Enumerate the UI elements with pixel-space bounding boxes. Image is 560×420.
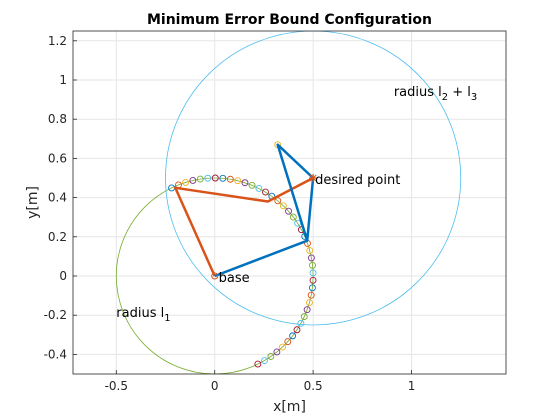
arc-marker (306, 247, 314, 255)
arc-marker (289, 332, 297, 340)
arc-marker (293, 326, 301, 334)
ticks: -0.5 0 0.5 1 -0.4 -0.2 0 0.2 0.4 0.6 0.8 1 1.2 (44, 34, 416, 393)
x-axis-label: x[m] (273, 399, 306, 415)
arc-marker (297, 319, 305, 327)
arc-marker (300, 313, 308, 321)
arc-marker (226, 175, 234, 183)
annotation-desired-point: desired point (315, 173, 400, 188)
annotation-subscript-2: 2 (442, 92, 448, 103)
grid (73, 31, 506, 374)
arc-marker (255, 184, 263, 192)
arc-marker (204, 174, 212, 182)
plot-background (73, 31, 506, 374)
arc-marker (273, 348, 281, 356)
arc-marker (261, 357, 268, 364)
chart-title: Minimum Error Bound Configuration (147, 12, 432, 28)
x-tick-label: 1 (408, 379, 416, 393)
arc-marker (189, 176, 197, 184)
annotation-radius-l2-l3-text: radius l (394, 85, 442, 100)
arc-marker (303, 306, 311, 314)
y-tick-label: 0.6 (48, 151, 67, 165)
axes-box (72, 30, 507, 375)
desired-point-marker (309, 174, 318, 182)
y-tick-label: -0.4 (44, 347, 67, 361)
annotation-subscript-3: 3 (471, 92, 477, 103)
plot-content (115, 31, 462, 374)
annotation-radius-l1: radius l1 (116, 306, 170, 324)
arc-marker (254, 360, 262, 368)
arc-marker (307, 291, 315, 299)
star-stroke (309, 174, 317, 182)
arc-marker (196, 175, 204, 183)
arc-marker (262, 188, 269, 196)
y-tick-label: 0.8 (48, 112, 67, 126)
arc-marker (309, 276, 317, 284)
arc-marker (307, 254, 315, 262)
arc-marker (241, 179, 249, 187)
base-marker (211, 272, 219, 280)
x-tick-label: 0.5 (304, 379, 323, 393)
y-tick-label: 1 (59, 73, 67, 87)
arc-marker (285, 207, 293, 215)
arc-marker (279, 202, 287, 210)
arc-marker (289, 213, 297, 221)
y-tick-label: -0.2 (44, 308, 67, 322)
arc-marker (279, 343, 286, 351)
arc-marker (219, 174, 227, 182)
radius-circle (165, 31, 462, 326)
annotation-base: base (219, 271, 250, 286)
y-tick-label: 1.2 (48, 34, 67, 48)
annotation-radius-l1-subscript: 1 (164, 313, 170, 324)
annotation-radius-l2-l3: radius l2 + l3 (394, 85, 477, 103)
arc-marker (309, 261, 316, 269)
x-tick-label: 0 (211, 379, 219, 393)
y-tick-label: 0 (59, 269, 67, 283)
annotation-plus-l: + l (448, 85, 471, 100)
arc-marker (284, 338, 292, 346)
y-tick-label: 0.2 (48, 230, 67, 244)
arc-marker (267, 353, 275, 360)
arc-marker (182, 178, 190, 186)
arc-marker (308, 284, 316, 292)
arc-marker (248, 181, 256, 189)
arc-marker (305, 299, 313, 306)
annotation-radius-l1-text: radius l (116, 306, 164, 321)
y-axis-label: y[m] (25, 186, 41, 219)
arc-marker (211, 174, 219, 182)
arc-marker (309, 269, 317, 277)
arc-marker (234, 177, 242, 185)
y-tick-label: 0.4 (48, 191, 67, 205)
x-tick-label: -0.5 (105, 379, 128, 393)
